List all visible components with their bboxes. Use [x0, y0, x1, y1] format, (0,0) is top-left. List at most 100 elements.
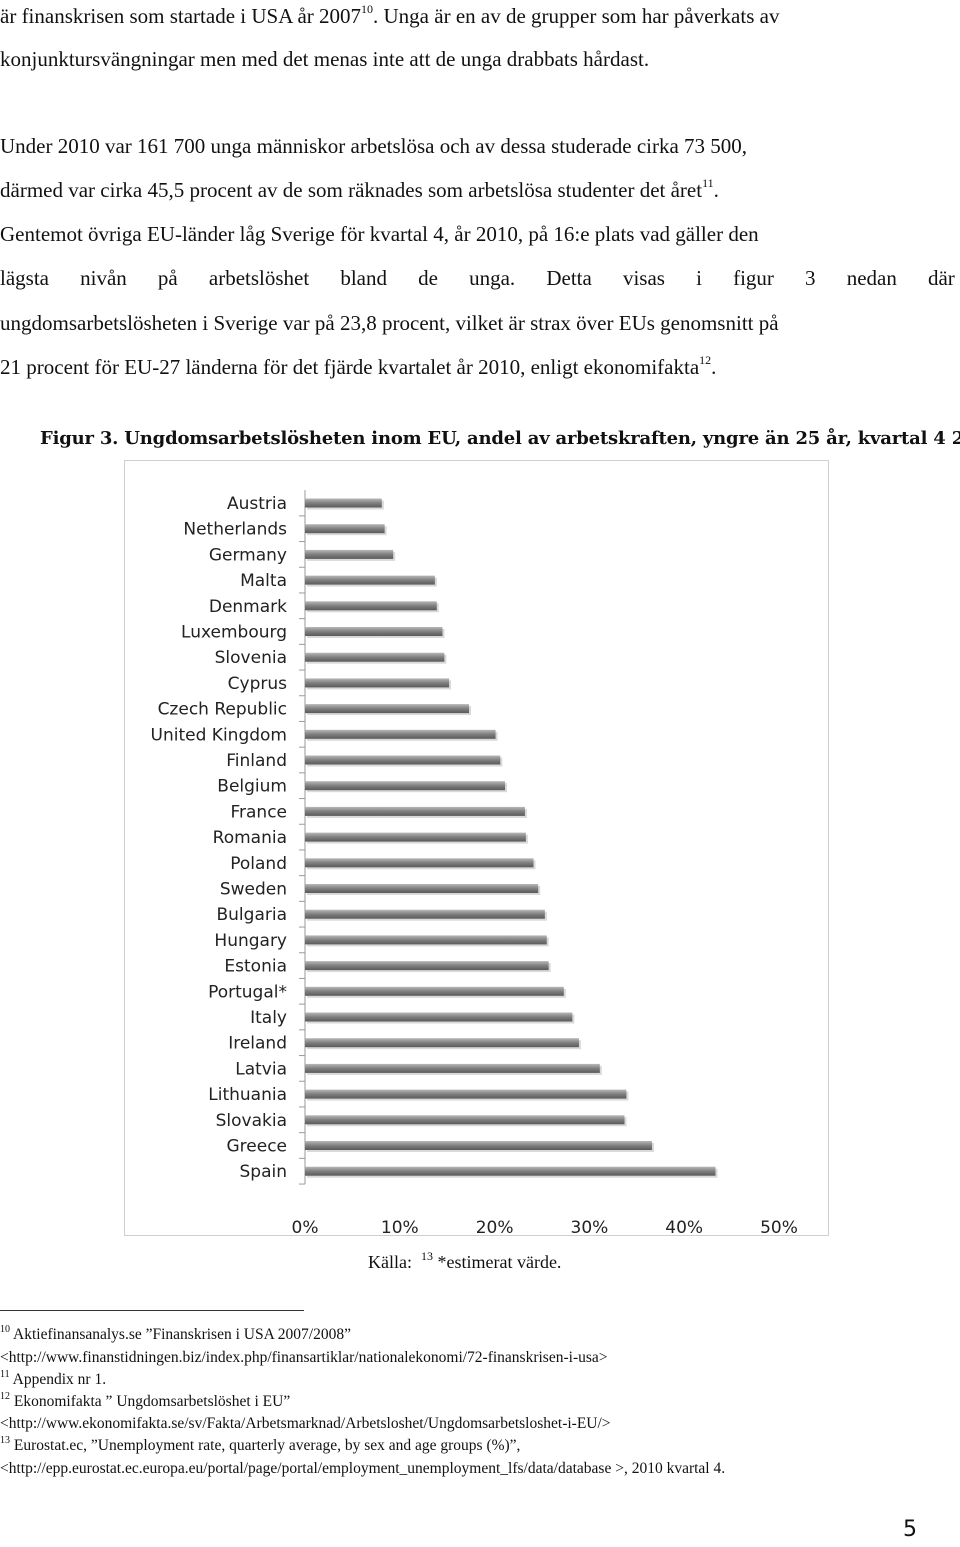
footnote-text: Aktiefinansanalys.se ”Finanskrisen i USA…: [13, 1326, 351, 1343]
body-text-line: 21 procent för EU-27 länderna för det fj…: [0, 353, 717, 379]
category-label: France: [230, 802, 287, 822]
category-label: Cyprus: [228, 674, 287, 694]
word: visas: [622, 266, 665, 290]
bar: [305, 627, 443, 636]
category-label: Poland: [230, 854, 287, 874]
category-label: Belgium: [217, 777, 287, 797]
footnote-number: 11: [0, 1369, 10, 1380]
bar: [305, 601, 437, 611]
bar: [305, 678, 450, 688]
figure-caption: Figur 3. Ungdomsarbetslösheten inom EU, …: [40, 428, 960, 449]
category-label: Denmark: [209, 597, 287, 617]
category-label: Finland: [226, 751, 287, 771]
footnote-text: Eurostat.ec, ”Unemployment rate, quarter…: [13, 1437, 521, 1454]
category-label: Austria: [227, 494, 287, 514]
footnote-text: <http://www.finanstidningen.biz/index.ph…: [0, 1349, 608, 1366]
footnote-ref: 11: [702, 176, 714, 190]
bar: [305, 549, 394, 559]
footnote-ref: 12: [699, 353, 712, 367]
footnote-text: <http://www.ekonomifakta.se/sv/Fakta/Arb…: [0, 1415, 611, 1432]
footnote-ref: 10: [361, 2, 374, 16]
category-label: Slovakia: [216, 1111, 287, 1131]
word: på: [157, 266, 178, 290]
footnote-line: <http://www.finanstidningen.biz/index.ph…: [0, 1350, 608, 1366]
footnote-line: <http://www.ekonomifakta.se/sv/Fakta/Arb…: [0, 1416, 611, 1432]
bar: [305, 806, 525, 816]
footnote-line: 10 Aktiefinansanalys.se ”Finanskrisen i …: [0, 1324, 351, 1343]
category-label: Bulgaria: [217, 905, 288, 925]
bar-chart: Austria Netherlands Germany Malta Denmark Lux…: [151, 490, 798, 1237]
category-label: Slovenia: [215, 648, 287, 668]
category-label: Spain: [240, 1162, 288, 1182]
footnote-text: <http://epp.eurostat.ec.europa.eu/portal…: [0, 1460, 726, 1477]
chart-source: Källa: 13 *estimerat värde.: [368, 1249, 562, 1272]
footnote-text: Ekonomifakta ” Ungdomsarbetslöshet i EU”: [13, 1393, 291, 1410]
category-label: Italy: [250, 1008, 287, 1028]
bar: [305, 1012, 573, 1022]
body-text-line: därmed var cirka 45,5 procent av de som …: [0, 176, 719, 202]
x-tick-label: 10%: [381, 1218, 419, 1237]
body-text-line: ungdomsarbetslösheten i Sverige var på 2…: [0, 311, 779, 335]
footnote-line: 13 Eurostat.ec, ”Unemployment rate, quar…: [0, 1435, 521, 1454]
word: arbetslöshet: [208, 266, 310, 290]
category-label: Sweden: [220, 880, 287, 900]
bar: [305, 1141, 652, 1150]
bar: [305, 961, 549, 971]
bar: [305, 909, 545, 919]
bar: [305, 1089, 627, 1099]
category-label: Greece: [226, 1137, 287, 1157]
category-label: Romania: [213, 828, 287, 848]
bar: [305, 1063, 600, 1073]
category-label: Estonia: [224, 957, 287, 977]
bar: [305, 935, 547, 945]
bar: [305, 755, 501, 765]
category-label: Lithuania: [208, 1085, 287, 1105]
footnote-number: 13: [0, 1435, 10, 1446]
bar: [305, 1038, 579, 1048]
body-text-line: är finanskrisen som startade i USA år 20…: [0, 2, 780, 28]
footnote-line: 12 Ekonomifakta ” Ungdomsarbetslöshet i …: [0, 1391, 291, 1410]
word: i: [696, 266, 702, 290]
footnote-text: Appendix nr 1.: [12, 1371, 107, 1388]
word: figur: [733, 266, 774, 290]
body-text-line: Gentemot övriga EU-länder låg Sverige fö…: [0, 222, 759, 246]
chart-frame: Austria Netherlands Germany Malta Denmark Lux…: [124, 460, 829, 1237]
category-label: Hungary: [214, 931, 287, 951]
bar: [305, 858, 534, 868]
word: där: [927, 266, 955, 290]
bar: [305, 729, 496, 739]
footnote-line: 11 Appendix nr 1.: [0, 1369, 107, 1388]
body-text-line-justified: lägsta nivån på arbetslöshet bland de unga. Det…: [0, 268, 955, 289]
bar: [305, 884, 539, 893]
footnote-number: 10: [0, 1324, 10, 1335]
category-label: Germany: [209, 545, 287, 565]
bar: [305, 986, 564, 996]
footnote-line: <http://epp.eurostat.ec.europa.eu/portal…: [0, 1461, 725, 1477]
footnote-number: 12: [0, 1391, 10, 1402]
bar: [305, 704, 470, 714]
word: bland: [340, 266, 387, 290]
page-number: 5: [903, 1517, 917, 1542]
x-tick-label: 40%: [665, 1218, 703, 1237]
x-tick-label: 30%: [571, 1218, 609, 1237]
word: unga.: [469, 266, 516, 290]
category-label: Luxembourg: [181, 623, 287, 643]
category-label: Malta: [240, 571, 287, 591]
category-label: Netherlands: [183, 520, 287, 540]
bar: [305, 498, 382, 508]
bar: [305, 832, 526, 842]
bar: [305, 1166, 716, 1176]
word: Detta: [546, 266, 592, 290]
x-tick-label: 0%: [292, 1218, 319, 1237]
category-label: Ireland: [228, 1034, 287, 1054]
word: 3: [805, 266, 816, 290]
word: nivån: [80, 266, 127, 290]
bar: [305, 575, 435, 585]
word: de: [418, 266, 438, 290]
footnote-ref: 13: [420, 1249, 433, 1263]
bar: [305, 652, 445, 662]
body-text-line: konjunktursvängningar men med det menas …: [0, 47, 650, 71]
x-tick-label: 20%: [476, 1218, 514, 1237]
category-label: United Kingdom: [151, 725, 287, 745]
bar: [305, 781, 506, 791]
